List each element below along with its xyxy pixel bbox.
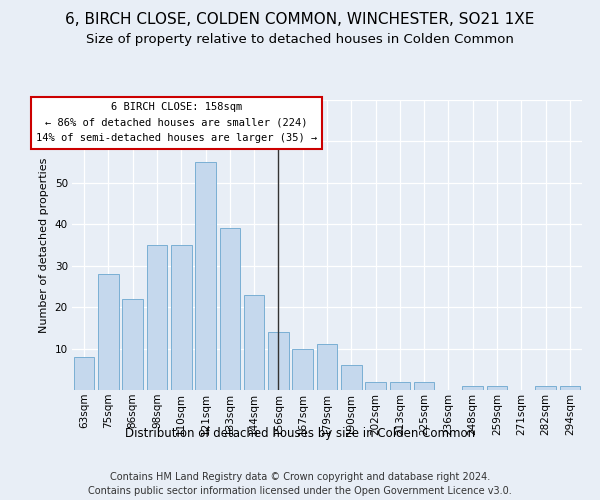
Bar [195, 162, 216, 390]
Bar [220, 228, 240, 390]
Text: 6 BIRCH CLOSE: 158sqm
← 86% of detached houses are smaller (224)
14% of semi-det: 6 BIRCH CLOSE: 158sqm ← 86% of detached … [36, 102, 317, 144]
Text: Contains HM Land Registry data © Crown copyright and database right 2024.: Contains HM Land Registry data © Crown c… [110, 472, 490, 482]
Text: Contains public sector information licensed under the Open Government Licence v3: Contains public sector information licen… [88, 486, 512, 496]
Text: Size of property relative to detached houses in Colden Common: Size of property relative to detached ho… [86, 32, 514, 46]
Bar [292, 348, 313, 390]
Bar [74, 357, 94, 390]
Bar [487, 386, 508, 390]
Bar [98, 274, 119, 390]
Bar [535, 386, 556, 390]
Bar [244, 294, 265, 390]
Bar [268, 332, 289, 390]
Bar [389, 382, 410, 390]
Text: Distribution of detached houses by size in Colden Common: Distribution of detached houses by size … [125, 428, 475, 440]
Bar [560, 386, 580, 390]
Bar [463, 386, 483, 390]
Bar [146, 245, 167, 390]
Bar [365, 382, 386, 390]
Bar [122, 299, 143, 390]
Bar [317, 344, 337, 390]
Text: 6, BIRCH CLOSE, COLDEN COMMON, WINCHESTER, SO21 1XE: 6, BIRCH CLOSE, COLDEN COMMON, WINCHESTE… [65, 12, 535, 28]
Bar [171, 245, 191, 390]
Bar [341, 365, 362, 390]
Bar [414, 382, 434, 390]
Y-axis label: Number of detached properties: Number of detached properties [39, 158, 49, 332]
